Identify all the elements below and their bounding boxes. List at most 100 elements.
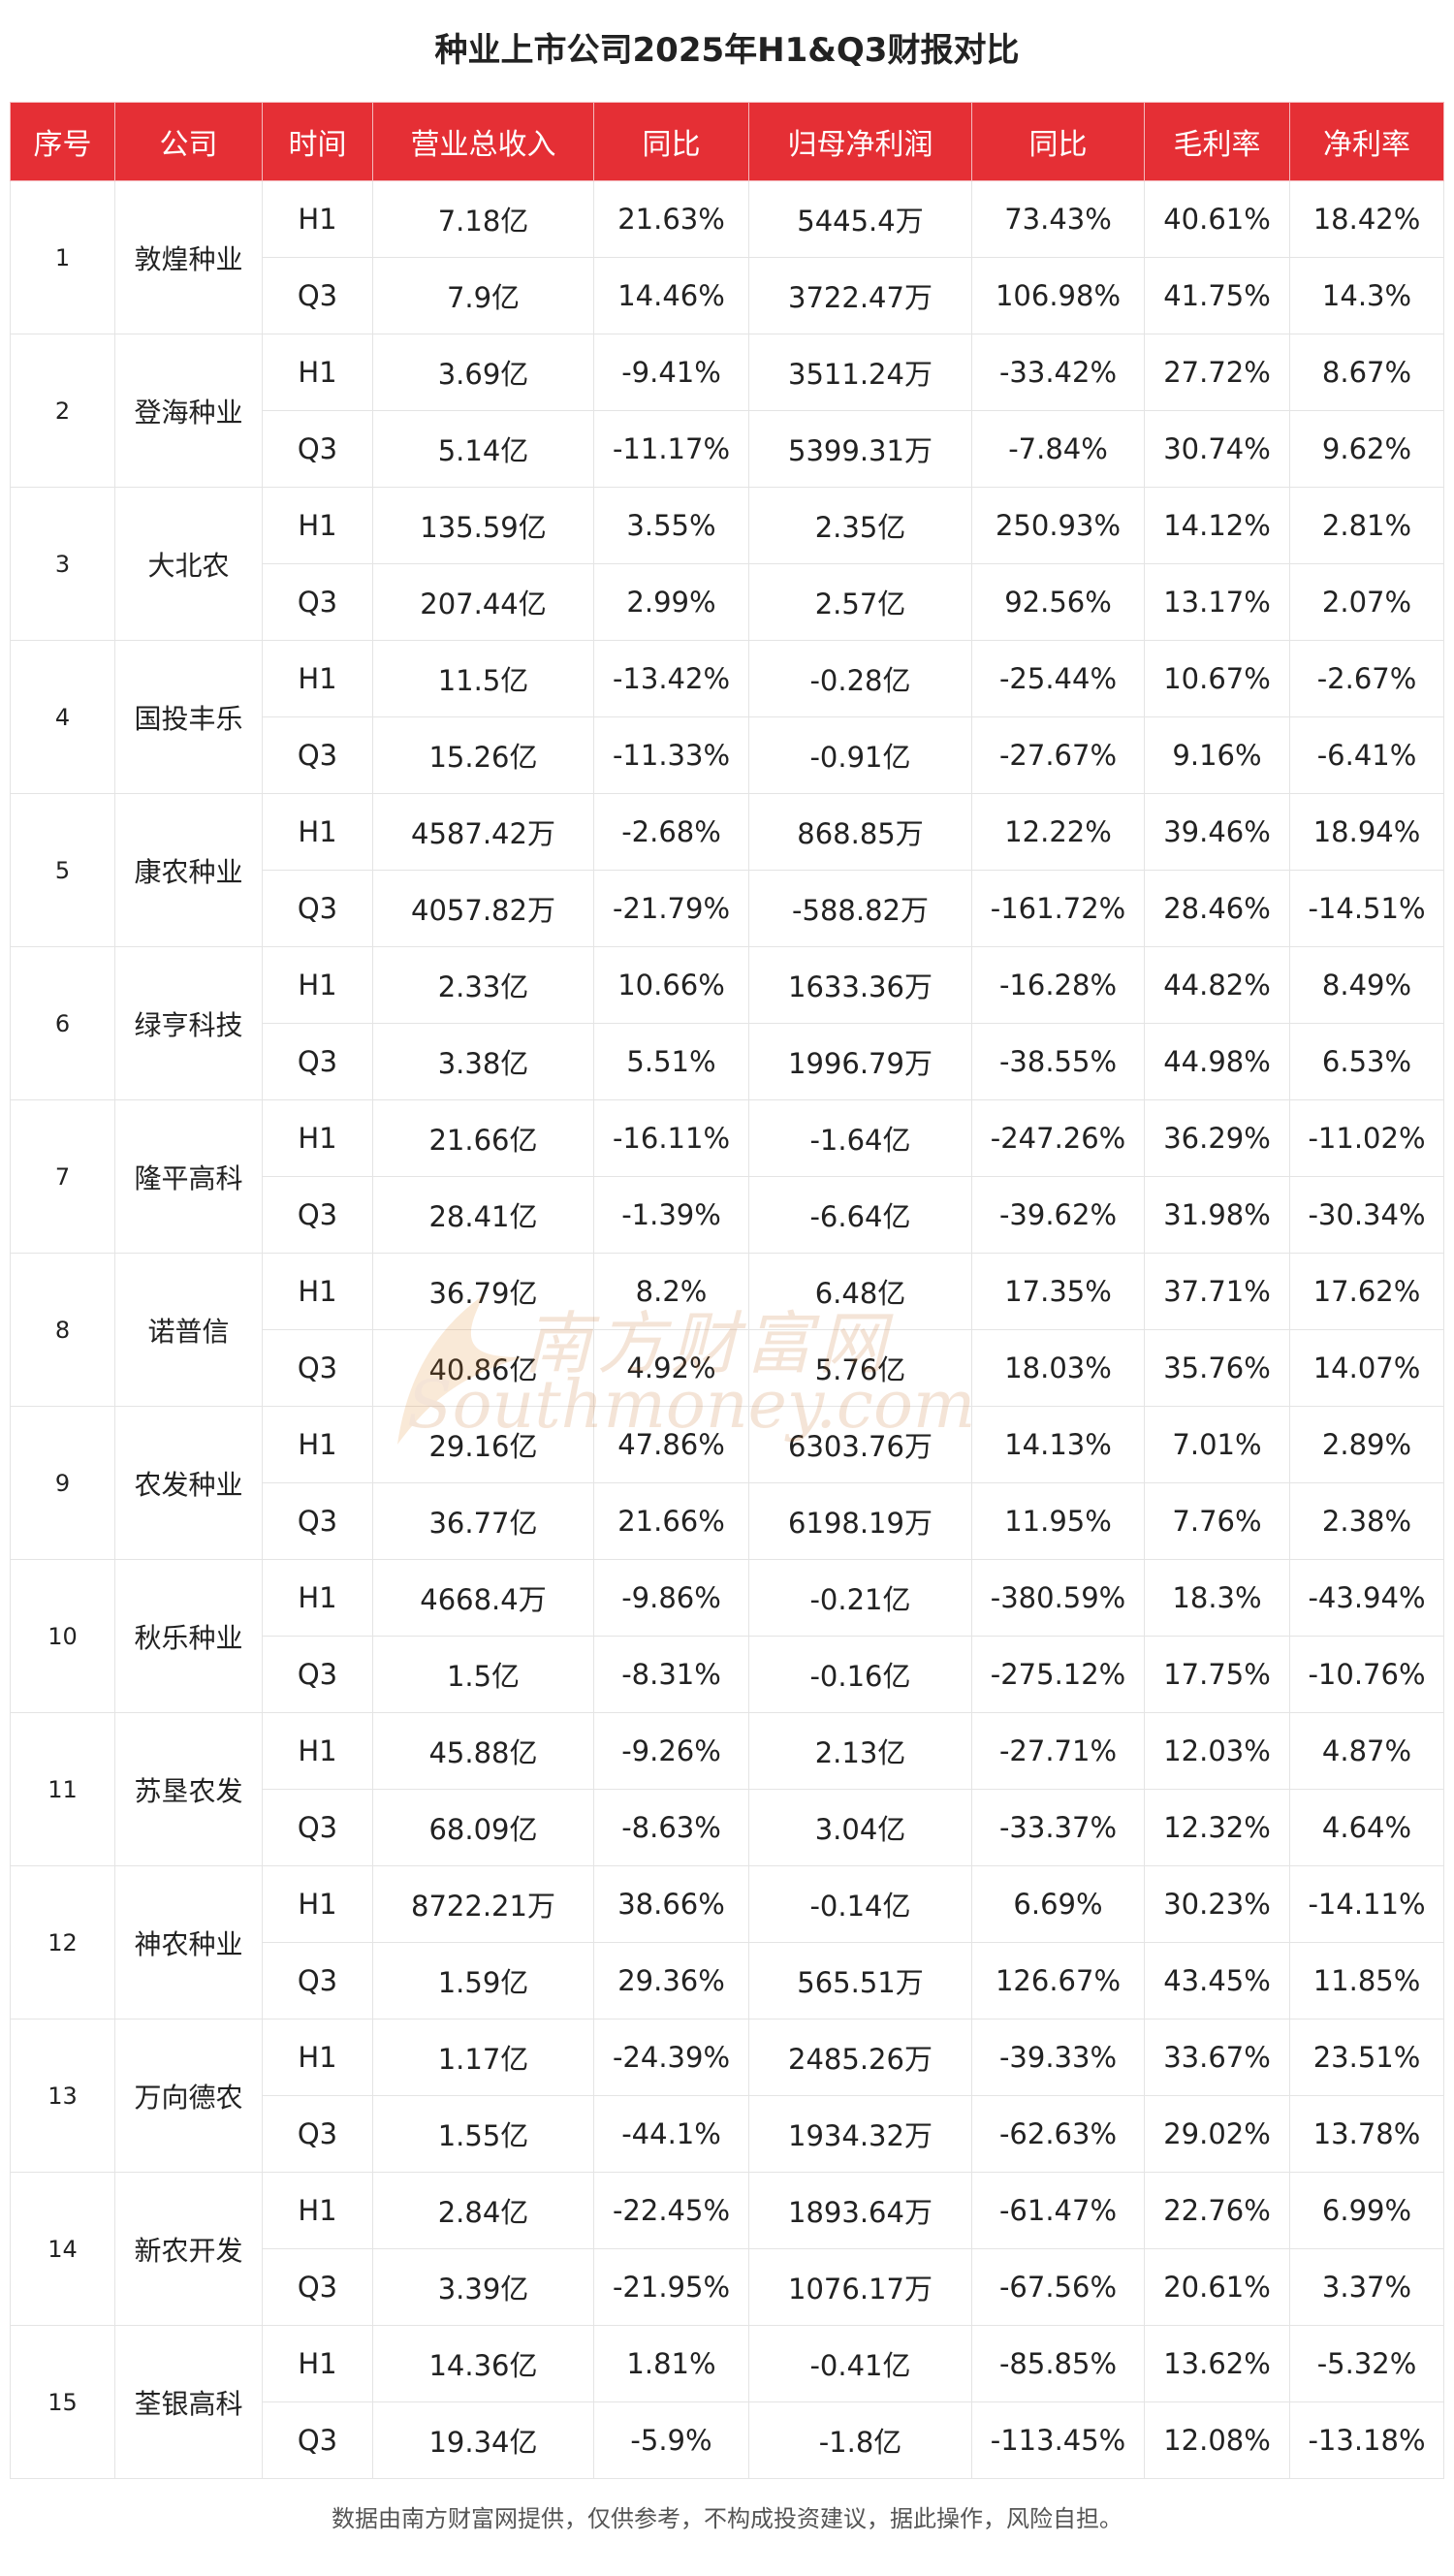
cell-revenue: 1.17亿 (372, 2019, 594, 2096)
cell-index: 11 (10, 1712, 115, 1866)
cell-net-margin: 14.07% (1289, 1329, 1444, 1407)
cell-gross-margin: 36.29% (1144, 1099, 1290, 1177)
cell-profit-yoy: 14.13% (971, 1406, 1145, 1483)
cell-index: 12 (10, 1865, 115, 2019)
table-row: Q3 1.55亿 -44.1% 1934.32万 -62.63% 29.02% 13.78% (11, 2095, 1444, 2173)
cell-revenue: 14.36亿 (372, 2325, 594, 2402)
financial-comparison-table: 序号 公司 时间 营业总收入 同比 归母净利润 同比 毛利率 净利率 1 敦煌种业… (10, 102, 1444, 2479)
table-row: 14 新农开发 H1 2.84亿 -22.45% 1893.64万 -61.47% 22.76… (10, 2172, 1444, 2326)
cell-profit-yoy: 6.69% (971, 1865, 1145, 1943)
table-row: 9 农发种业 H1 29.16亿 47.86% 6303.76万 14.13% 7.01% 2.… (10, 1406, 1444, 1560)
cell-profit-yoy: -7.84% (971, 410, 1145, 488)
cell-net-profit: 2.57亿 (748, 563, 972, 641)
cell-revenue-yoy: -22.45% (593, 2172, 749, 2249)
cell-revenue-yoy: -44.1% (593, 2095, 749, 2173)
cell-net-profit: -6.64亿 (748, 1176, 972, 1254)
cell-net-margin: -6.41% (1289, 716, 1444, 794)
cell-period: Q3 (262, 1023, 373, 1100)
cell-profit-yoy: 126.67% (971, 1942, 1145, 2019)
cell-revenue-yoy: 1.81% (593, 2325, 749, 2402)
cell-net-margin: 4.87% (1289, 1712, 1444, 1790)
cell-net-margin: 8.67% (1289, 334, 1444, 411)
cell-revenue-yoy: -8.31% (593, 1636, 749, 1713)
table-row: Q3 1.59亿 29.36% 565.51万 126.67% 43.45% 11.85% (11, 1942, 1444, 2019)
cell-period: H1 (262, 640, 373, 717)
cell-gross-margin: 18.3% (1144, 1559, 1290, 1637)
cell-revenue: 36.77亿 (372, 1482, 594, 1560)
cell-net-profit: -0.21亿 (748, 1559, 972, 1637)
cell-revenue-yoy: 10.66% (593, 946, 749, 1024)
cell-revenue-yoy: -11.17% (593, 410, 749, 488)
cell-period: Q3 (262, 1176, 373, 1254)
header-gross-margin: 毛利率 (1144, 102, 1290, 181)
cell-net-profit: -1.64亿 (748, 1099, 972, 1177)
cell-period: Q3 (262, 1482, 373, 1560)
table-row: 2 登海种业 H1 3.69亿 -9.41% 3511.24万 -33.42% 27.72% 8… (10, 334, 1444, 488)
cell-net-margin: 2.89% (1289, 1406, 1444, 1483)
cell-revenue: 2.33亿 (372, 946, 594, 1024)
cell-net-margin: 11.85% (1289, 1942, 1444, 2019)
table-row: Q3 15.26亿 -11.33% -0.91亿 -27.67% 9.16% -6.41% (11, 716, 1444, 794)
cell-gross-margin: 20.61% (1144, 2248, 1290, 2326)
cell-net-margin: -2.67% (1289, 640, 1444, 717)
cell-profit-yoy: 17.35% (971, 1253, 1145, 1330)
header-revenue-yoy: 同比 (593, 102, 749, 181)
cell-revenue-yoy: -9.41% (593, 334, 749, 411)
cell-net-margin: 6.99% (1289, 2172, 1444, 2249)
cell-profit-yoy: -380.59% (971, 1559, 1145, 1637)
cell-period: Q3 (262, 2095, 373, 2173)
header-net-margin: 净利率 (1289, 102, 1444, 181)
cell-revenue-yoy: 47.86% (593, 1406, 749, 1483)
cell-period: Q3 (262, 2248, 373, 2326)
cell-period: Q3 (262, 257, 373, 334)
cell-revenue: 207.44亿 (372, 563, 594, 641)
cell-net-profit: 6198.19万 (748, 1482, 972, 1560)
cell-net-profit: -588.82万 (748, 870, 972, 947)
cell-gross-margin: 28.46% (1144, 870, 1290, 947)
cell-profit-yoy: 73.43% (971, 180, 1145, 258)
cell-net-profit: 2.35亿 (748, 487, 972, 564)
cell-profit-yoy: 12.22% (971, 793, 1145, 871)
page-title: 种业上市公司2025年H1&Q3财报对比 (434, 31, 1020, 70)
cell-period: Q3 (262, 1942, 373, 2019)
cell-period: H1 (262, 793, 373, 871)
cell-index: 15 (10, 2325, 115, 2479)
cell-revenue: 28.41亿 (372, 1176, 594, 1254)
cell-revenue: 68.09亿 (372, 1789, 594, 1866)
cell-company: 国投丰乐 (114, 640, 263, 794)
cell-profit-yoy: -16.28% (971, 946, 1145, 1024)
footer-disclaimer: 数据由南方财富网提供，仅供参考，不构成投资建议，据此操作，风险自担。 (332, 2505, 1122, 2532)
header-company: 公司 (114, 102, 263, 181)
cell-period: H1 (262, 1865, 373, 1943)
cell-revenue: 8722.21万 (372, 1865, 594, 1943)
table-row: Q3 3.39亿 -21.95% 1076.17万 -67.56% 20.61% 3.37% (11, 2248, 1444, 2326)
cell-company: 康农种业 (114, 793, 263, 947)
cell-company: 诺普信 (114, 1253, 263, 1407)
cell-net-profit: 1076.17万 (748, 2248, 972, 2326)
table-row: 5 康农种业 H1 4587.42万 -2.68% 868.85万 12.22% 39.46%… (10, 793, 1444, 947)
cell-revenue: 2.84亿 (372, 2172, 594, 2249)
cell-index: 3 (10, 487, 115, 641)
cell-net-profit: -0.28亿 (748, 640, 972, 717)
cell-net-margin: 9.62% (1289, 410, 1444, 488)
cell-company: 绿亨科技 (114, 946, 263, 1100)
cell-gross-margin: 29.02% (1144, 2095, 1290, 2173)
cell-net-margin: -30.34% (1289, 1176, 1444, 1254)
cell-net-margin: 13.78% (1289, 2095, 1444, 2173)
cell-profit-yoy: -85.85% (971, 2325, 1145, 2402)
cell-profit-yoy: 11.95% (971, 1482, 1145, 1560)
table-row: 3 大北农 H1 135.59亿 3.55% 2.35亿 250.93% 14.12% 2.81… (10, 487, 1444, 641)
cell-gross-margin: 33.67% (1144, 2019, 1290, 2096)
cell-net-margin: 4.64% (1289, 1789, 1444, 1866)
cell-revenue-yoy: 4.92% (593, 1329, 749, 1407)
cell-period: Q3 (262, 2401, 373, 2479)
cell-profit-yoy: -62.63% (971, 2095, 1145, 2173)
table-row: Q3 68.09亿 -8.63% 3.04亿 -33.37% 12.32% 4.64% (11, 1789, 1444, 1866)
cell-gross-margin: 7.01% (1144, 1406, 1290, 1483)
cell-revenue: 40.86亿 (372, 1329, 594, 1407)
cell-revenue-yoy: -9.86% (593, 1559, 749, 1637)
header-net-profit: 归母净利润 (748, 102, 972, 181)
cell-net-profit: 565.51万 (748, 1942, 972, 2019)
cell-net-profit: 5445.4万 (748, 180, 972, 258)
table-row: 7 隆平高科 H1 21.66亿 -16.11% -1.64亿 -247.26% 36.29%… (10, 1099, 1444, 1254)
